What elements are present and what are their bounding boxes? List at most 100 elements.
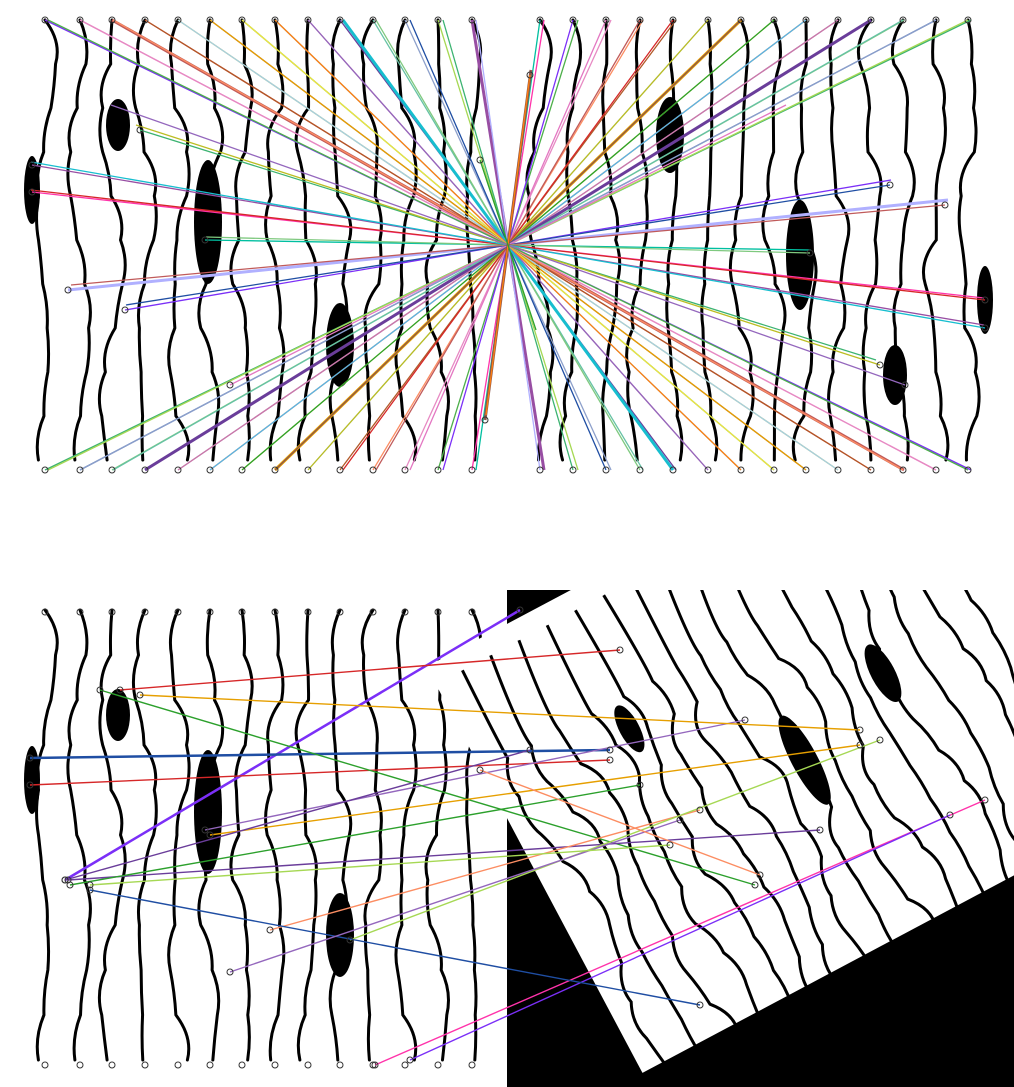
- match-line: [479, 769, 761, 876]
- ridge-line: [630, 590, 838, 983]
- keypoint-circle: [867, 466, 875, 474]
- keypoint-circle: [174, 1061, 182, 1069]
- match-line: [204, 719, 746, 831]
- keypoint-circle: [636, 466, 644, 474]
- ridge-line: [658, 590, 871, 965]
- keypoint-circle: [304, 1061, 312, 1069]
- ridge-line: [601, 18, 622, 462]
- ridge-line: [517, 639, 740, 1034]
- bottom-right-rotated-pattern: [426, 590, 1014, 1087]
- keypoint-circle: [856, 726, 864, 734]
- keypoint-circle: [834, 16, 842, 24]
- match-line: [89, 844, 671, 886]
- match-line: [67, 829, 821, 881]
- keypoint-circle: [802, 16, 810, 24]
- top-match-panel: [0, 0, 1014, 480]
- keypoint-circle: [406, 1056, 414, 1064]
- ridge-line: [856, 18, 883, 462]
- ridge-blob: [883, 345, 907, 405]
- keypoint-circle: [676, 816, 684, 824]
- keypoint-circle: [770, 16, 778, 24]
- keypoint-circle: [516, 606, 524, 614]
- keypoint-circle: [64, 286, 72, 294]
- keypoint-circle: [468, 466, 476, 474]
- keypoint-circle: [41, 1061, 49, 1069]
- match-line: [64, 608, 521, 882]
- keypoint-circle: [266, 926, 274, 934]
- keypoint-circle: [86, 886, 94, 894]
- match-line: [139, 694, 861, 731]
- keypoint-circle: [41, 608, 49, 616]
- keypoint-circle: [121, 306, 129, 314]
- match-line: [69, 784, 641, 886]
- ridge-line: [394, 608, 418, 1062]
- keypoint-circle: [468, 608, 476, 616]
- keypoint-circle: [669, 16, 677, 24]
- ridge-blob: [864, 644, 902, 703]
- keypoint-circle: [346, 936, 354, 944]
- keypoint-circle: [76, 608, 84, 616]
- keypoint-circle: [606, 746, 614, 754]
- keypoint-circle: [304, 16, 312, 24]
- keypoint-circle: [76, 1061, 84, 1069]
- ridge-line: [229, 608, 254, 1062]
- keypoint-circle: [468, 1061, 476, 1069]
- keypoint-circle: [108, 608, 116, 616]
- keypoint-circle: [876, 361, 884, 369]
- keypoint-circle: [946, 811, 954, 819]
- keypoint-circle: [741, 716, 749, 724]
- keypoint-circle: [636, 16, 644, 24]
- keypoint-circle: [108, 16, 116, 24]
- keypoint-circle: [304, 608, 312, 616]
- keypoint-circle: [981, 324, 989, 332]
- ridge-line: [97, 18, 127, 462]
- ridge-line: [574, 609, 794, 1006]
- top-keypoints: [28, 16, 989, 474]
- ridge-line: [131, 608, 158, 1062]
- ridge-line: [360, 608, 383, 1062]
- ridge-blob: [778, 715, 831, 805]
- keypoint-circle: [271, 16, 279, 24]
- keypoint-circle: [141, 608, 149, 616]
- keypoint-circle: [932, 466, 940, 474]
- keypoint-circle: [76, 16, 84, 24]
- bottom-match-lines: [29, 608, 986, 1066]
- keypoint-circle: [41, 16, 49, 24]
- keypoint-circle: [964, 16, 972, 24]
- keypoint-circle: [770, 466, 778, 474]
- ridge-line: [827, 18, 851, 462]
- keypoint-circle: [526, 71, 534, 79]
- ridge-blob: [24, 746, 40, 814]
- keypoint-circle: [876, 736, 884, 744]
- keypoint-circle: [336, 16, 344, 24]
- keypoint-circle: [696, 806, 704, 814]
- ridge-line: [856, 590, 1014, 859]
- ridge-blob: [786, 200, 814, 310]
- keypoint-circle: [271, 466, 279, 474]
- keypoint-circle: [434, 466, 442, 474]
- match-line: [99, 689, 756, 886]
- keypoint-circle: [666, 841, 674, 849]
- bottom-match-canvas: [24, 590, 1014, 1087]
- keypoint-circle: [526, 746, 534, 754]
- keypoint-circle: [206, 1061, 214, 1069]
- ridge-line: [66, 608, 92, 1062]
- keypoint-circle: [66, 881, 74, 889]
- keypoint-circle: [238, 1061, 246, 1069]
- keypoint-circle: [41, 466, 49, 474]
- ridge-line: [167, 608, 191, 1062]
- ridge-line: [700, 18, 719, 462]
- ridge-line: [35, 18, 59, 462]
- ridge-line: [602, 594, 813, 996]
- ridge-line: [35, 608, 59, 1062]
- keypoint-circle: [238, 16, 246, 24]
- keypoint-circle: [136, 126, 144, 134]
- keypoint-circle: [206, 831, 214, 839]
- keypoint-circle: [816, 826, 824, 834]
- bottom-keypoints: [26, 606, 989, 1069]
- keypoint-circle: [369, 1061, 377, 1069]
- keypoint-circle: [336, 466, 344, 474]
- keypoint-circle: [206, 608, 214, 616]
- keypoint-circle: [141, 16, 149, 24]
- ridge-blob: [194, 750, 222, 874]
